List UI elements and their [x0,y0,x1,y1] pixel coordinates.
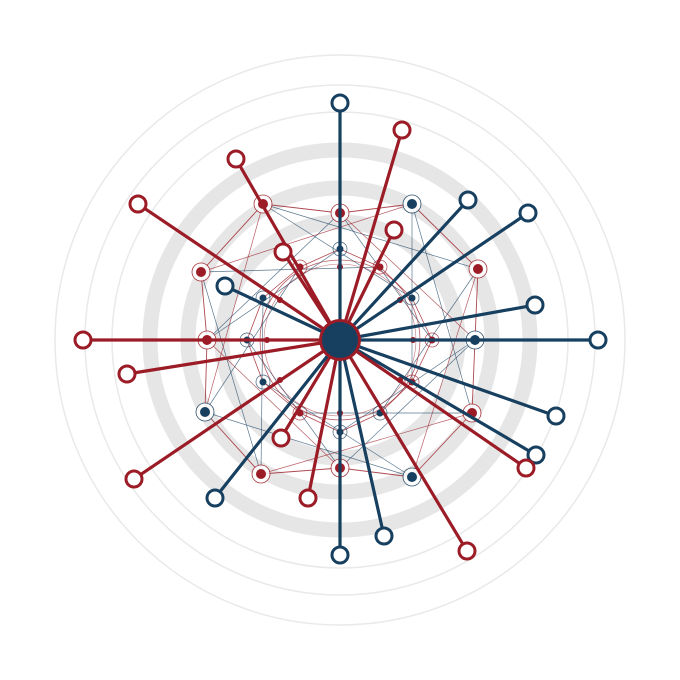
spoke-end-node [273,242,293,262]
mesh-link [411,297,433,341]
spoke-end-node [117,364,137,384]
spoke-end-node [215,276,235,296]
spoke-blue [330,338,350,565]
spoke-end-node [588,330,608,350]
mesh-link [200,266,381,273]
spoke-line [307,338,342,492]
network-node [473,264,483,274]
spoke-blue [338,338,566,426]
spoke-end-node [518,203,538,223]
mesh-link [471,339,476,414]
network-node [408,294,416,302]
spoke-end-node [526,445,546,465]
spoke-line [139,338,342,477]
mesh-link [339,203,413,214]
mesh-link [246,297,264,341]
mesh-link [411,268,479,478]
spoke-red [338,338,477,561]
spoke-blue [338,330,608,350]
spoke-end-node [73,330,93,350]
spoke-end-node [392,120,412,140]
spoke-red [124,338,342,489]
mesh-link [411,203,479,270]
network-node [407,472,417,482]
spoke-line [338,338,522,466]
mesh-link [339,212,433,341]
mesh-link [260,467,341,475]
spoke-line [338,215,523,342]
spoke-end-node [271,428,291,448]
mesh-link [339,467,413,478]
spoke-end-node [458,190,478,210]
center-hub [319,319,361,361]
mesh-link [299,412,341,433]
mesh-link [204,411,262,475]
mesh-link [246,339,264,383]
spoke-blue [205,338,342,508]
spoke-end-node [226,149,246,169]
spoke-blue [338,190,478,342]
spoke-blue [338,295,545,342]
spoke-end-node [124,469,144,489]
mesh-link [474,268,479,341]
mesh-link [262,381,413,478]
spoke-red [338,338,536,478]
spoke-blue [330,93,350,342]
mesh-link [204,339,208,413]
spoke-blue [338,338,546,465]
spoke-end-node [298,488,318,508]
network-node [407,199,417,209]
mesh-link [200,271,262,475]
network-mesh [191,194,488,487]
spoke-line [338,136,402,342]
spoke-blue [338,338,394,546]
spoke-end-node [330,545,350,565]
spoke-line [338,338,465,546]
spoke-line [338,338,384,530]
network-node [259,378,267,386]
mesh-link [260,297,264,475]
node-halo [255,374,271,390]
spoke-end-node [128,194,148,214]
spoke-end-node [330,93,350,113]
spoke-end-node [525,295,545,315]
network-node [256,469,266,479]
mesh-link [204,411,413,478]
spokes [73,93,608,565]
spoke-line [338,338,531,453]
spoke-end-node [205,488,225,508]
spoke-red [338,120,412,342]
spoke-red [117,338,342,384]
spoke-red [298,338,342,508]
spoke-line [338,338,551,415]
mesh-link [262,203,341,214]
spoke-red [73,330,342,350]
mesh-link [260,412,473,475]
mesh-link [200,271,208,341]
spoke-line [338,304,529,342]
hub-core [322,322,358,358]
spoke-line [143,206,342,342]
thin-ring [54,54,626,626]
spoke-line [218,338,342,494]
network-node [259,294,267,302]
spoke-blue [338,203,538,342]
spoke-line [133,338,342,375]
spoke-red [128,194,342,342]
mesh-link [200,203,264,273]
spoke-end-node [457,541,477,561]
spoke-end-node [384,220,404,240]
mesh-link [411,203,473,414]
network-node [196,267,206,277]
spoke-end-node [374,526,394,546]
network-node [200,407,210,417]
mesh-link [204,203,264,413]
spoke-line [338,204,465,342]
spoke-end-node [516,458,536,478]
spoke-end-node [546,406,566,426]
mesh-link [411,339,433,383]
